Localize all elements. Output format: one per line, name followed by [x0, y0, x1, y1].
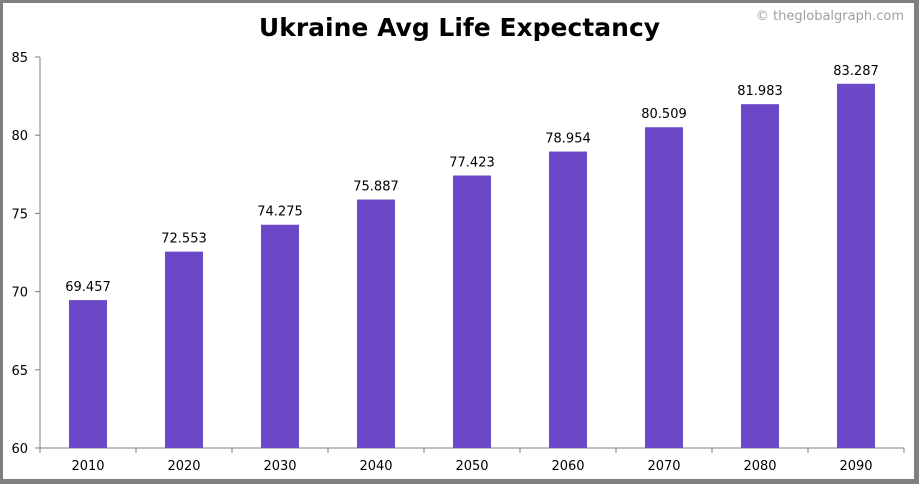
data-label: 83.287 [833, 64, 879, 79]
x-tick-label: 2070 [647, 459, 680, 474]
x-tick-label: 2010 [71, 459, 104, 474]
y-tick-label: 60 [11, 442, 28, 457]
x-tick-label: 2050 [455, 459, 488, 474]
data-label: 69.457 [65, 280, 111, 295]
data-label: 74.275 [257, 205, 303, 220]
x-tick-label: 2020 [167, 459, 200, 474]
data-label: 81.983 [737, 84, 783, 99]
bar-2050 [453, 175, 491, 448]
bar-2040 [357, 199, 395, 448]
watermark: © theglobalgraph.com [755, 9, 904, 24]
y-tick-label: 75 [11, 207, 28, 222]
x-tick-label: 2060 [551, 459, 584, 474]
x-tick-label: 2040 [359, 459, 392, 474]
bar-2090 [837, 83, 875, 448]
bar-2020 [165, 251, 203, 448]
x-tick-label: 2080 [743, 459, 776, 474]
data-label: 72.553 [161, 232, 207, 247]
bar-2060 [549, 151, 587, 448]
y-tick-label: 70 [11, 286, 28, 301]
data-label: 80.509 [641, 107, 687, 122]
x-tick-label: 2030 [263, 459, 296, 474]
data-label: 77.423 [449, 156, 495, 171]
chart-title: Ukraine Avg Life Expectancy [258, 13, 661, 42]
y-tick-label: 85 [11, 51, 28, 66]
bar-2010 [69, 300, 107, 448]
y-tick-label: 65 [11, 364, 28, 379]
bar-2030 [261, 224, 299, 448]
data-label: 78.954 [545, 132, 591, 147]
y-tick-label: 80 [11, 129, 28, 144]
bar-2080 [741, 104, 779, 448]
bar-2070 [645, 127, 683, 448]
x-tick-label: 2090 [839, 459, 872, 474]
data-label: 75.887 [353, 180, 399, 195]
